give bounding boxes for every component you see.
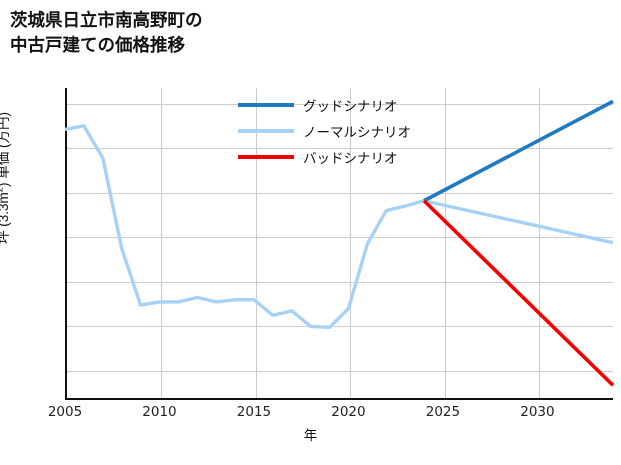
gridline-vertical: [161, 88, 163, 398]
x-axis-tick-label: 2020: [331, 404, 366, 420]
chart-legend: グッドシナリオ ノーマルシナリオ バッドシナリオ: [238, 92, 448, 170]
legend-swatch-bad: [238, 155, 294, 159]
legend-swatch-normal: [238, 129, 294, 133]
x-axis-tick-label: 2025: [425, 404, 461, 420]
legend-label-bad: バッドシナリオ: [303, 151, 398, 166]
gridline-horizontal: [67, 281, 613, 283]
gridline-horizontal: [67, 237, 613, 239]
legend-label-normal: ノーマルシナリオ: [303, 125, 411, 140]
legend-item-bad: バッドシナリオ: [238, 144, 448, 170]
legend-item-good: グッドシナリオ: [238, 92, 448, 118]
x-axis-tick-label: 2010: [142, 404, 177, 420]
gridline-horizontal: [67, 103, 613, 105]
legend-swatch-good: [238, 103, 294, 107]
x-axis-tick-label: 2030: [520, 404, 555, 420]
legend-item-normal: ノーマルシナリオ: [238, 118, 448, 144]
y-axis-title-main: 坪 (3.3m: [0, 192, 11, 244]
x-axis-tick-label: 2005: [47, 404, 83, 420]
gridline-horizontal: [67, 371, 613, 373]
gridline-vertical: [539, 88, 541, 398]
legend-label-good: グッドシナリオ: [303, 99, 398, 114]
x-axis-title: 年: [303, 428, 318, 443]
page-title: 茨城県日立市南高野町の 中古戸建ての価格推移: [10, 10, 203, 55]
y-axis-title-superscript: 2: [0, 187, 6, 192]
gridline-horizontal: [67, 326, 613, 328]
gridline-horizontal: [67, 192, 613, 194]
y-axis-title-tail: ) 単価 (万円): [0, 111, 11, 187]
y-axis-title: 坪 (3.3m2) 単価 (万円): [0, 112, 12, 244]
x-axis-tick-label: 2015: [236, 404, 272, 420]
